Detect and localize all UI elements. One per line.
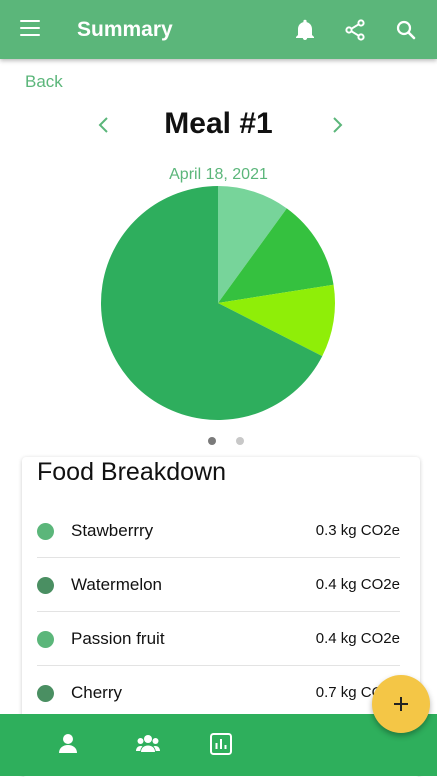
plus-icon [394, 697, 408, 711]
food-color-dot [37, 577, 54, 594]
food-amount: 0.4 kg CO2e [315, 576, 400, 593]
chevron-left-icon[interactable] [96, 115, 112, 135]
menu-icon[interactable] [20, 20, 40, 38]
meal-title: Meal #1 [164, 107, 273, 140]
pie-slice-1 [218, 186, 287, 303]
food-name: Watermelon [71, 575, 163, 594]
group-icon[interactable] [135, 731, 161, 757]
food-name: Passion fruit [71, 629, 165, 648]
back-link[interactable]: Back [25, 72, 63, 91]
page-dot[interactable] [236, 437, 244, 445]
pie-slice-2 [218, 208, 334, 303]
chart-icon[interactable] [208, 731, 234, 757]
pie-slice-3 [218, 284, 335, 357]
bell-icon[interactable] [293, 18, 317, 42]
food-name: Cherry [71, 683, 123, 702]
add-button[interactable] [372, 675, 430, 733]
food-color-dot [37, 685, 54, 702]
bottom-nav [0, 714, 437, 776]
card-title: Food Breakdown [37, 458, 227, 486]
food-row[interactable]: Watermelon 0.4 kg CO2e [37, 558, 400, 612]
food-amount: 0.4 kg CO2e [315, 630, 400, 647]
pie-slice-4 [101, 186, 323, 420]
pie-chart [101, 186, 335, 420]
page-dot[interactable] [208, 437, 216, 445]
food-color-dot [37, 631, 54, 648]
row-divider [37, 665, 400, 666]
row-divider [37, 557, 400, 558]
food-row[interactable]: Stawberrry 0.3 kg CO2e [37, 504, 400, 558]
food-row[interactable]: Cherry 0.7 kg CO2e [37, 666, 400, 720]
share-icon[interactable] [343, 18, 367, 42]
chevron-right-icon[interactable] [329, 115, 345, 135]
app-bar: Summary [0, 0, 437, 59]
food-row[interactable]: Passion fruit 0.4 kg CO2e [37, 612, 400, 666]
food-amount: 0.3 kg CO2e [315, 522, 400, 539]
food-color-dot [37, 523, 54, 540]
food-name: Stawberrry [71, 521, 154, 540]
person-icon[interactable] [55, 731, 81, 757]
row-divider [37, 611, 400, 612]
app-title: Summary [77, 18, 173, 41]
search-icon[interactable] [394, 18, 418, 42]
meal-date: April 18, 2021 [169, 166, 268, 183]
